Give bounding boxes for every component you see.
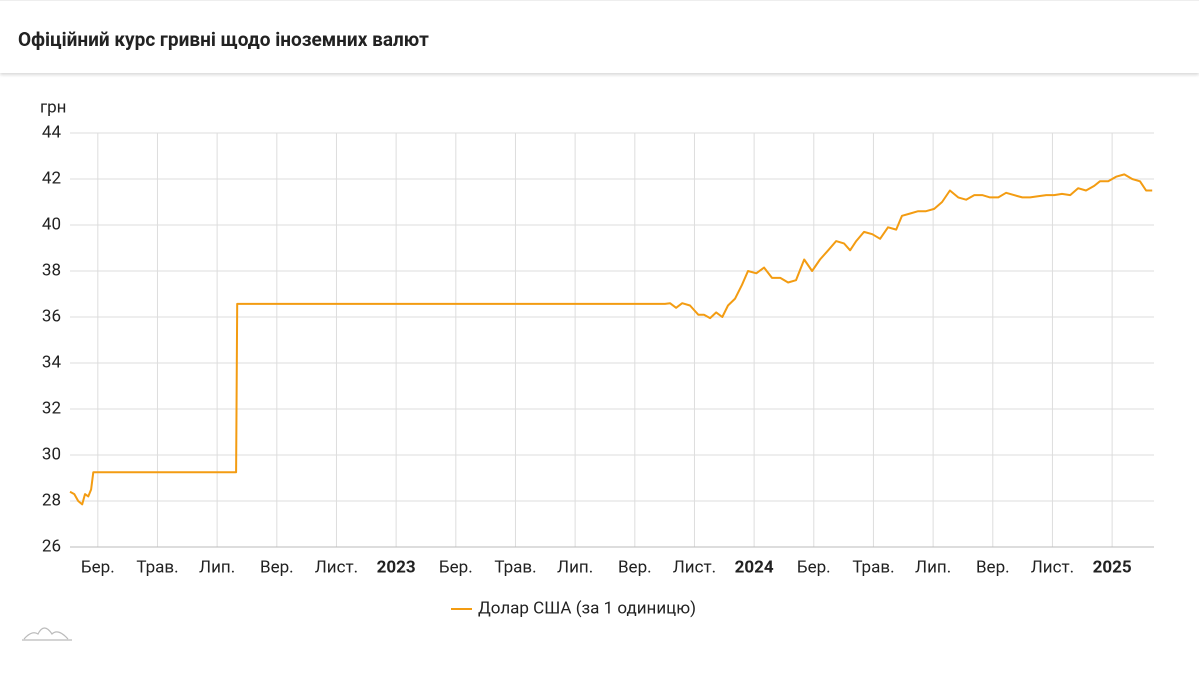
y-tick-label: 26 xyxy=(42,536,61,556)
x-tick-label: Бер. xyxy=(439,557,473,577)
x-tick-label: Лип. xyxy=(915,557,951,577)
header: Офіційний курс гривні щодо іноземних вал… xyxy=(0,0,1199,73)
x-tick-label: Трав. xyxy=(852,557,894,577)
x-tick-label: Трав. xyxy=(136,557,178,577)
x-tick-label: Лист. xyxy=(1031,557,1074,577)
y-tick-label: 34 xyxy=(42,352,62,372)
x-tick-label: Лист. xyxy=(315,557,358,577)
legend-label: Долар США (за 1 одиницю) xyxy=(478,598,696,618)
chart-title: Офіційний курс гривні щодо іноземних вал… xyxy=(18,28,429,51)
y-tick-label: 40 xyxy=(42,214,61,234)
x-tick-label: Лист. xyxy=(673,557,716,577)
x-tick-label: 2023 xyxy=(377,557,416,577)
series-line xyxy=(69,173,1153,506)
y-tick-label: 32 xyxy=(42,398,61,418)
logo xyxy=(22,627,72,641)
y-tick-label: 30 xyxy=(42,444,61,464)
y-tick-label: 42 xyxy=(42,168,61,188)
x-tick-label: Лип. xyxy=(199,557,235,577)
y-tick-label: 38 xyxy=(42,260,61,280)
x-tick-label: 2025 xyxy=(1093,557,1132,577)
x-tick-label: Бер. xyxy=(797,557,831,577)
x-tick-label: 2024 xyxy=(735,557,774,577)
y-tick-label: 44 xyxy=(42,122,62,142)
x-tick-label: Бер. xyxy=(81,557,115,577)
x-tick-label: Вер. xyxy=(618,557,652,577)
y-tick-label: 36 xyxy=(42,306,61,326)
x-tick-label: Вер. xyxy=(976,557,1010,577)
y-tick-label: 28 xyxy=(42,490,61,510)
x-tick-label: Лип. xyxy=(557,557,593,577)
x-tick-label: Вер. xyxy=(260,557,294,577)
x-tick-label: Трав. xyxy=(494,557,536,577)
y-axis-label: грн xyxy=(40,97,67,117)
